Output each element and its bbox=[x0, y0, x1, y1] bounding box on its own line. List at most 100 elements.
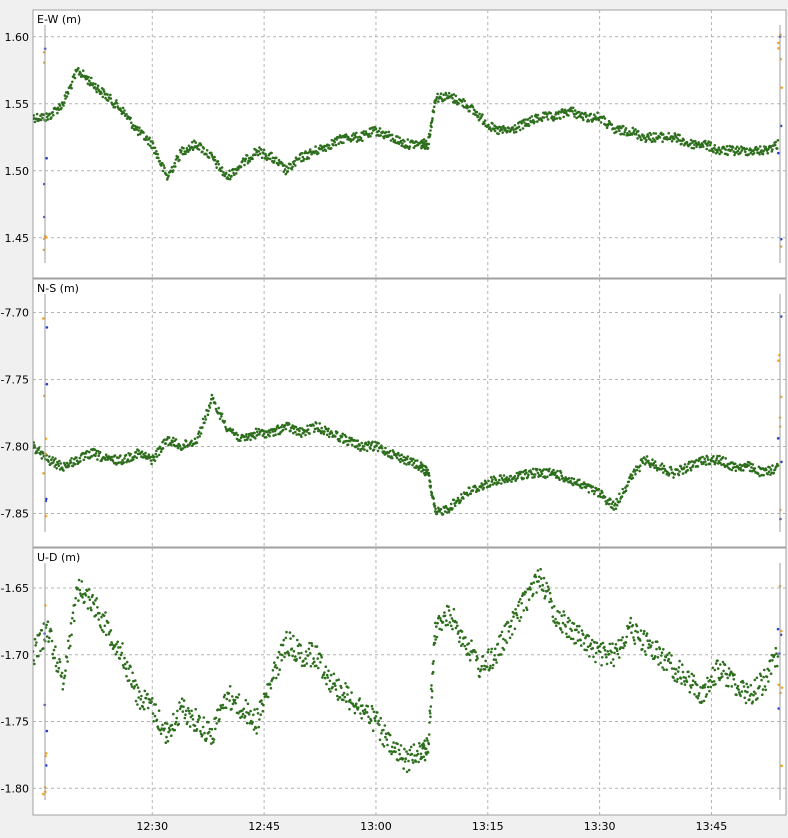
data-point bbox=[325, 673, 329, 677]
data-point bbox=[435, 96, 439, 99]
data-point bbox=[270, 151, 273, 155]
data-point bbox=[254, 153, 257, 156]
data-point bbox=[570, 629, 574, 632]
data-point bbox=[314, 145, 317, 148]
data-point bbox=[498, 125, 501, 129]
data-point bbox=[370, 132, 374, 135]
data-point bbox=[313, 430, 316, 434]
data-point bbox=[52, 461, 55, 464]
data-point bbox=[647, 135, 650, 138]
data-point bbox=[490, 480, 494, 483]
data-point bbox=[102, 614, 106, 617]
data-point bbox=[477, 667, 480, 671]
data-point bbox=[593, 490, 597, 493]
data-point bbox=[634, 133, 638, 136]
data-point bbox=[194, 141, 197, 144]
data-point bbox=[628, 621, 632, 624]
data-point bbox=[557, 622, 561, 625]
data-point bbox=[672, 667, 676, 671]
data-point bbox=[616, 652, 620, 656]
data-point bbox=[334, 143, 338, 147]
data-point bbox=[37, 654, 40, 658]
data-point bbox=[163, 721, 167, 725]
data-point bbox=[445, 93, 448, 97]
data-point bbox=[269, 686, 273, 690]
data-point bbox=[519, 472, 522, 476]
data-point bbox=[121, 642, 124, 645]
data-point bbox=[259, 713, 263, 716]
data-point bbox=[182, 146, 185, 150]
data-point bbox=[142, 707, 146, 711]
data-point bbox=[620, 126, 623, 130]
data-point bbox=[323, 144, 326, 148]
data-point bbox=[364, 130, 368, 133]
data-point bbox=[271, 669, 275, 672]
data-point bbox=[682, 676, 685, 679]
data-point bbox=[198, 716, 201, 719]
data-point bbox=[708, 143, 712, 147]
data-point bbox=[718, 454, 721, 458]
data-point bbox=[539, 474, 542, 478]
data-point bbox=[746, 690, 749, 694]
data-point bbox=[553, 473, 557, 477]
data-point bbox=[172, 436, 175, 440]
data-point bbox=[56, 111, 59, 115]
data-point bbox=[643, 650, 647, 653]
data-point bbox=[435, 98, 438, 101]
data-point bbox=[474, 650, 477, 654]
data-point bbox=[683, 680, 686, 683]
data-point bbox=[480, 664, 484, 668]
data-point bbox=[326, 429, 330, 433]
data-point bbox=[469, 492, 473, 496]
data-point bbox=[462, 497, 465, 500]
data-point bbox=[670, 667, 674, 670]
data-point bbox=[262, 703, 265, 707]
data-point bbox=[489, 664, 492, 668]
data-point bbox=[583, 648, 586, 652]
data-point bbox=[137, 129, 140, 132]
data-point bbox=[766, 151, 769, 155]
data-point bbox=[706, 458, 710, 461]
data-point bbox=[354, 135, 357, 139]
data-point bbox=[119, 653, 123, 657]
data-point bbox=[422, 755, 426, 759]
data-point bbox=[257, 427, 261, 431]
data-point bbox=[560, 474, 563, 478]
data-point bbox=[50, 116, 53, 119]
data-point bbox=[298, 429, 301, 433]
data-point bbox=[472, 108, 476, 112]
data-point bbox=[33, 662, 36, 666]
data-point bbox=[599, 121, 603, 124]
data-point bbox=[257, 150, 261, 153]
data-point bbox=[411, 761, 415, 764]
data-point bbox=[181, 447, 185, 450]
data-point bbox=[643, 456, 646, 459]
data-point bbox=[154, 152, 157, 156]
data-point bbox=[670, 654, 673, 657]
data-point bbox=[79, 592, 82, 595]
data-point bbox=[555, 117, 559, 120]
data-point bbox=[567, 114, 570, 117]
data-point bbox=[64, 669, 67, 672]
data-point bbox=[298, 656, 302, 660]
data-point bbox=[773, 143, 777, 147]
data-point bbox=[493, 654, 496, 657]
data-point bbox=[104, 96, 107, 100]
data-point bbox=[421, 464, 425, 468]
data-point bbox=[359, 136, 363, 140]
data-point bbox=[140, 450, 144, 454]
data-point bbox=[764, 688, 767, 692]
data-point bbox=[414, 144, 417, 148]
data-point bbox=[599, 642, 603, 646]
data-point bbox=[633, 470, 637, 473]
y-tick-label: -7.75 bbox=[1, 374, 29, 387]
data-point bbox=[300, 435, 303, 439]
data-point bbox=[409, 745, 413, 749]
data-point bbox=[695, 458, 698, 462]
data-point bbox=[35, 117, 38, 121]
data-point bbox=[143, 454, 147, 458]
data-point bbox=[321, 149, 325, 152]
data-point bbox=[668, 137, 672, 141]
data-point bbox=[358, 444, 362, 447]
data-point bbox=[504, 127, 507, 130]
